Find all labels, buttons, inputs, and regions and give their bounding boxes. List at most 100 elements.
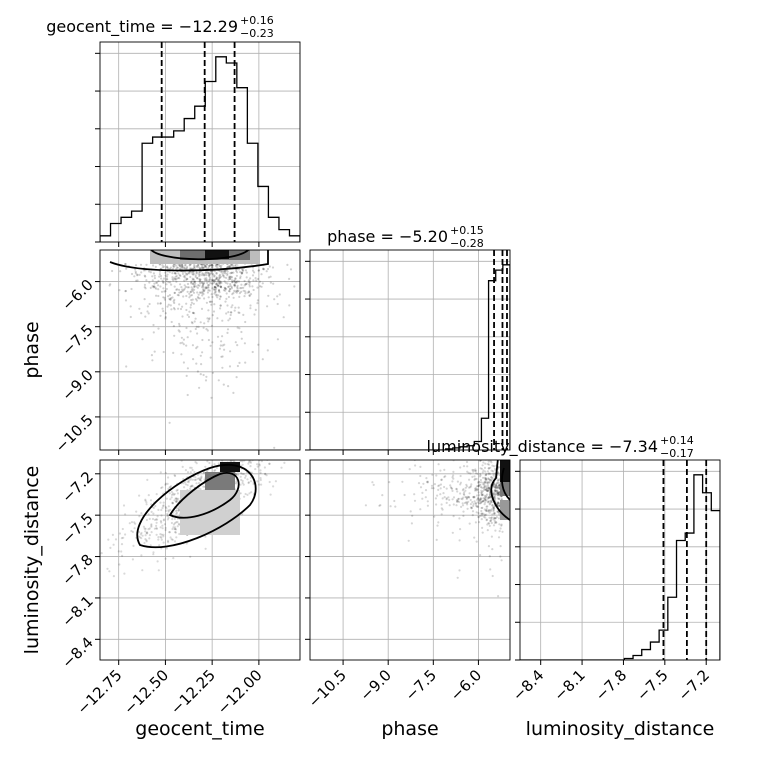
- sample-point: [393, 499, 396, 503]
- sample-point: [489, 502, 492, 505]
- sample-point: [201, 290, 204, 293]
- sample-point: [259, 478, 262, 482]
- sample-point: [479, 467, 482, 470]
- sample-point: [174, 528, 177, 531]
- sample-point: [175, 512, 178, 515]
- sample-point: [211, 314, 214, 317]
- sample-point: [135, 510, 138, 513]
- sample-point: [498, 497, 501, 501]
- sample-point: [199, 282, 202, 285]
- sample-point: [223, 269, 226, 272]
- sample-point: [492, 506, 496, 509]
- sample-point: [263, 428, 265, 430]
- sample-point: [479, 478, 482, 482]
- sample-point: [213, 270, 216, 273]
- sample-point: [232, 264, 235, 268]
- sample-point: [201, 294, 204, 297]
- sample-point: [167, 505, 170, 508]
- sample-point: [138, 307, 141, 310]
- sample-point: [122, 536, 125, 539]
- sample-point: [485, 481, 488, 484]
- sample-point: [204, 265, 207, 268]
- sample-point: [483, 513, 486, 516]
- sample-point: [192, 273, 195, 276]
- sample-point: [206, 329, 209, 332]
- sample-point: [484, 481, 487, 484]
- sample-point: [251, 448, 253, 450]
- sample-point: [152, 285, 156, 288]
- sample-point: [437, 488, 440, 491]
- sample-point: [225, 454, 227, 456]
- scatter-panel-geocent_time-vs-luminosity_distance: [95, 428, 301, 665]
- sample-point: [114, 538, 118, 541]
- sample-point: [223, 280, 226, 283]
- sample-point: [167, 303, 170, 306]
- sample-point: [269, 493, 272, 496]
- sample-point: [224, 300, 227, 303]
- sample-point: [199, 454, 201, 456]
- sample-point: [170, 493, 174, 496]
- sample-point: [177, 263, 180, 266]
- sample-point: [260, 440, 262, 442]
- sample-point: [201, 281, 204, 284]
- sample-point: [207, 320, 210, 323]
- sample-point: [111, 533, 114, 537]
- sample-point: [193, 280, 197, 283]
- sample-point: [441, 508, 444, 511]
- sample-point: [459, 466, 462, 469]
- sample-point: [226, 274, 229, 277]
- sample-point: [198, 271, 201, 274]
- sample-point: [216, 276, 219, 280]
- sample-point: [150, 524, 153, 527]
- sample-point: [421, 491, 424, 494]
- sample-point: [487, 467, 490, 470]
- sample-point: [223, 270, 227, 273]
- sample-point: [242, 455, 244, 457]
- sample-point: [485, 493, 489, 496]
- sample-point: [177, 276, 180, 279]
- sample-point: [486, 463, 489, 466]
- sample-point: [180, 263, 183, 266]
- sample-point: [229, 277, 232, 280]
- sample-point: [166, 482, 169, 485]
- sample-point: [173, 334, 176, 337]
- sample-point: [496, 491, 499, 494]
- sample-point: [488, 522, 491, 525]
- sample-point: [469, 472, 472, 475]
- sample-point: [228, 275, 231, 278]
- sample-point: [462, 488, 465, 491]
- sample-point: [237, 289, 240, 292]
- x-tick-label: −12.50: [120, 666, 172, 718]
- x-tick-label: −12.75: [74, 666, 126, 718]
- sample-point: [478, 494, 481, 497]
- sample-point: [494, 484, 497, 487]
- sample-point: [491, 464, 494, 467]
- sample-point: [223, 271, 226, 274]
- sample-point: [233, 285, 236, 288]
- sample-point: [173, 540, 177, 543]
- sample-point: [253, 438, 255, 440]
- sample-point: [442, 492, 445, 495]
- sample-point: [242, 289, 245, 292]
- sample-point: [121, 554, 124, 558]
- sample-point: [259, 477, 262, 480]
- sample-point: [478, 499, 481, 502]
- sample-point: [240, 290, 243, 293]
- sample-point: [443, 496, 446, 499]
- sample-point: [175, 507, 178, 510]
- sample-point: [134, 272, 137, 275]
- sample-point: [226, 328, 230, 331]
- sample-point: [184, 276, 187, 279]
- sample-point: [476, 501, 479, 504]
- sample-point: [295, 435, 297, 437]
- sample-point: [244, 292, 247, 295]
- sample-point: [492, 507, 495, 510]
- sample-point: [457, 500, 461, 504]
- sample-point: [168, 492, 171, 495]
- sample-point: [138, 515, 141, 518]
- sample-point: [268, 462, 271, 465]
- sample-point: [389, 505, 392, 508]
- sample-point: [480, 506, 483, 510]
- sample-point: [219, 295, 222, 298]
- sample-point: [147, 312, 150, 315]
